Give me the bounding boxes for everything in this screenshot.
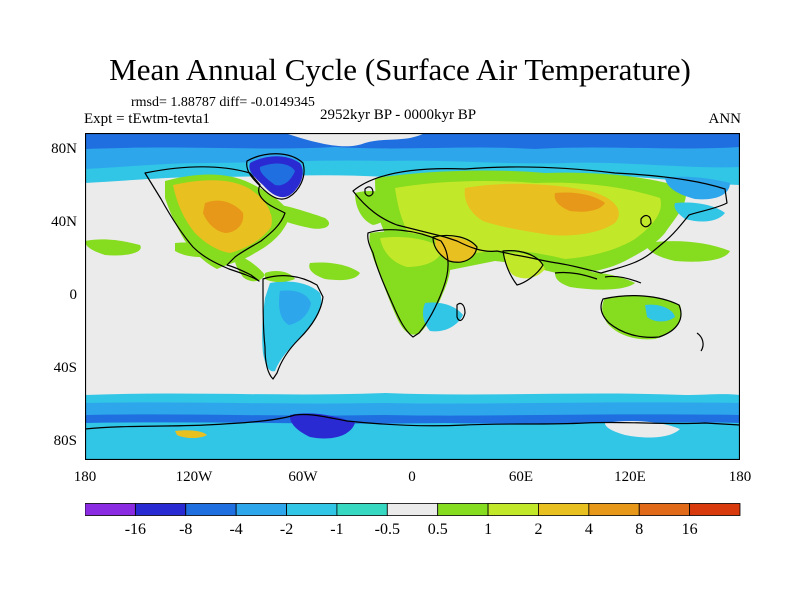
- lon-label-60e: 60E: [508, 469, 534, 485]
- lat-label-0: 0: [69, 287, 78, 303]
- colorbar-label: 1: [484, 521, 493, 538]
- colorbar-swatch: [386, 503, 439, 516]
- west-pacific-green: [645, 241, 730, 262]
- antarctic-cyan: [85, 422, 740, 460]
- coast-uk: [364, 186, 374, 197]
- coastlines: [85, 153, 740, 430]
- south-america-blue: [279, 290, 311, 325]
- southern-africa-cyan: [422, 302, 463, 332]
- tropical-atlantic-green: [309, 262, 360, 281]
- lon-label-120e: 120E: [614, 469, 646, 485]
- antarctic-warm-patch: [175, 430, 207, 438]
- colorbar-swatch: [85, 503, 136, 516]
- colorbar-label: 16: [681, 521, 698, 538]
- lon-label-120w: 120W: [175, 469, 213, 485]
- north-atlantic-green: [270, 203, 330, 229]
- colorbar-swatch: [235, 503, 287, 516]
- lon-label-180e: 180: [728, 469, 752, 485]
- period-label: 2952kyr BP - 0000kyr BP: [320, 107, 477, 123]
- colorbar-swatch: [538, 503, 590, 516]
- colorbar: [85, 503, 741, 516]
- siberia-blue: [665, 176, 730, 200]
- colorbar-swatch: [185, 503, 237, 516]
- mongolia-hot: [554, 192, 605, 212]
- colorbar-label: -8: [179, 521, 193, 538]
- coast-north-america: [144, 166, 286, 282]
- lat-label-40s: 40S: [53, 360, 77, 376]
- east-pacific-green: [85, 239, 141, 256]
- coast-eurasia: [352, 166, 728, 274]
- colorbar-label: -16: [124, 521, 147, 538]
- colorbar-swatch: [437, 503, 489, 516]
- stats-line: rmsd= 1.88787 diff= -0.0149345: [131, 95, 315, 110]
- experiment-label: Expt = tEwtm-tevta1: [84, 111, 210, 127]
- temperature-map: [85, 133, 740, 460]
- colorbar-swatch: [689, 503, 741, 516]
- sahara-warm: [380, 237, 443, 267]
- colorbar-label: 8: [635, 521, 644, 538]
- lat-label-80s: 80S: [53, 433, 77, 449]
- arctic-white-patch: [285, 133, 425, 147]
- central-america-green: [234, 253, 265, 282]
- colorbar-label: 4: [584, 521, 593, 538]
- coast-antarctica: [85, 413, 740, 430]
- coast-new-zealand: [696, 332, 704, 352]
- season-label: ANN: [708, 111, 742, 127]
- colorbar-label: -4: [229, 521, 243, 538]
- europe-green: [355, 191, 395, 225]
- coast-arabia: [432, 234, 478, 263]
- map-frame: [85, 133, 740, 460]
- colorbar-swatch: [588, 503, 640, 516]
- colorbar-label: -0.5: [374, 521, 400, 538]
- coast-japan: [640, 214, 652, 228]
- colorbar-label: -2: [279, 521, 294, 538]
- colorbar-swatch: [638, 503, 691, 516]
- coast-greenland: [246, 153, 305, 200]
- colorbar-swatch: [286, 503, 338, 516]
- coast-india: [502, 250, 544, 286]
- coast-australia: [600, 295, 682, 338]
- coast-africa: [367, 229, 449, 338]
- colorbar-label: 2: [534, 521, 543, 538]
- colorbar-swatch: [336, 503, 388, 516]
- lat-label-40n: 40N: [51, 214, 77, 230]
- north-america-hot: [203, 200, 244, 233]
- lon-label-60w: 60W: [288, 469, 318, 485]
- arabia-warm: [435, 237, 477, 263]
- lon-label-0: 0: [408, 469, 416, 485]
- colorbar-label: 0.5: [427, 521, 448, 538]
- colorbar-swatch: [134, 503, 187, 516]
- arctic-deep-band: [85, 133, 740, 149]
- colorbar-label: -1: [330, 521, 344, 538]
- plot-title: Mean Annual Cycle (Surface Air Temperatu…: [109, 52, 691, 87]
- coast-indonesia: [554, 271, 642, 284]
- coast-madagascar: [456, 302, 466, 322]
- coast-south-america: [262, 275, 324, 380]
- lat-label-80n: 80N: [51, 141, 77, 157]
- south-america-green: [265, 271, 295, 282]
- australia-cyan-patch: [645, 304, 675, 322]
- colorbar-swatch: [487, 503, 539, 516]
- greenland-inner: [259, 163, 295, 186]
- lon-label-180w: 180: [73, 469, 97, 485]
- antarctic-white-patch: [605, 421, 680, 438]
